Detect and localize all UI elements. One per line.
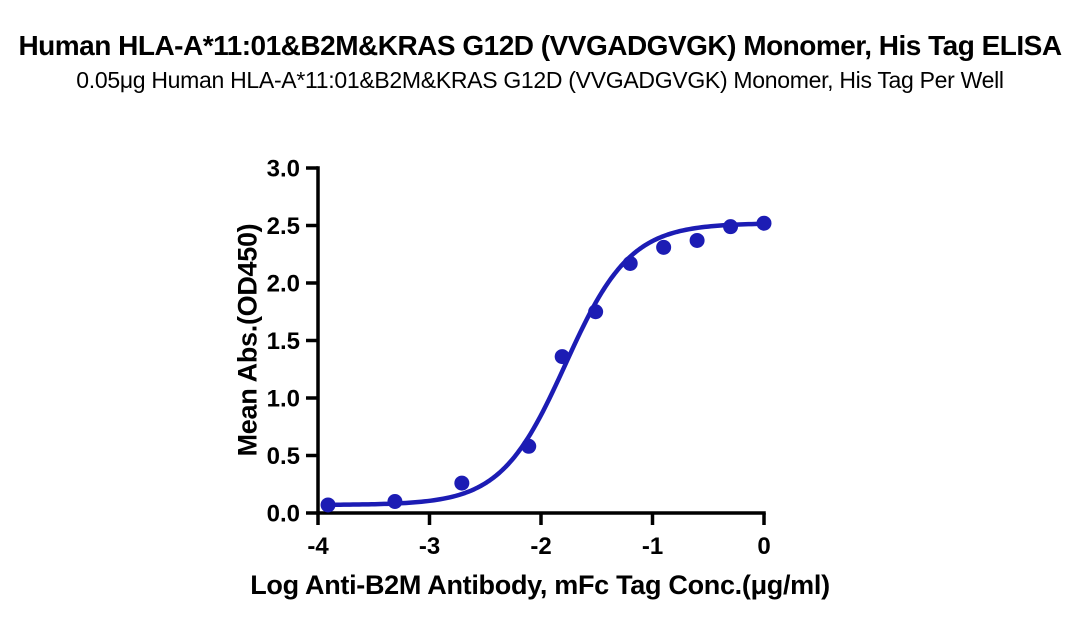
y-tick-label: 0.5 (267, 443, 300, 470)
x-tick-label: -4 (307, 533, 329, 560)
data-point (554, 349, 570, 365)
fit-curve (325, 221, 767, 508)
data-point (656, 239, 672, 255)
x-tick-label: -3 (419, 533, 440, 560)
data-point (588, 304, 604, 320)
data-point (756, 215, 772, 231)
data-point (320, 497, 336, 513)
y-tick-label: 2.5 (267, 213, 300, 240)
x-tick-label: -2 (530, 533, 551, 560)
data-point (723, 219, 739, 235)
y-tick-label: 1.0 (267, 386, 300, 413)
x-tick-label: 0 (757, 533, 770, 560)
data-point (622, 255, 638, 271)
y-tick-label: 3.0 (267, 156, 300, 183)
data-point (689, 232, 705, 248)
chart-subtitle: 0.05μg Human HLA-A*11:01&B2M&KRAS G12D (… (76, 67, 1004, 93)
data-point (387, 494, 403, 509)
data-point (454, 475, 470, 491)
x-axis-title: Log Anti-B2M Antibody, mFc Tag Conc.(μg/… (250, 570, 830, 600)
y-tick-label: 1.5 (267, 328, 300, 355)
chart-title: Human HLA-A*11:01&B2M&KRAS G12D (VVGADGV… (18, 30, 1062, 61)
x-tick-label: -1 (642, 533, 663, 560)
data-point (521, 438, 537, 454)
tick-labels: 0.0 0.5 1.0 1.5 2.0 2.5 3.0 -4 -3 -2 -1 0 (267, 156, 771, 561)
y-tick-label: 2.0 (267, 271, 300, 298)
y-tick-label: 0.0 (267, 501, 300, 528)
data-points (320, 215, 772, 513)
axes (306, 166, 766, 525)
